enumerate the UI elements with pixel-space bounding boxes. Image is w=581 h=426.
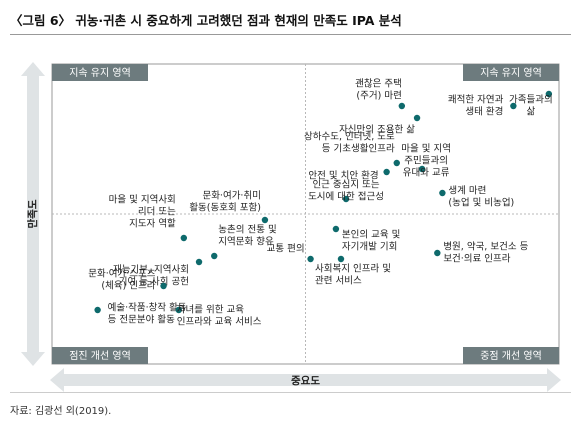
data-point <box>337 255 345 263</box>
data-point <box>510 102 517 110</box>
point-label: 농촌의 전통 및 <box>218 224 277 236</box>
point-label: 예술·작품·창작 활동 <box>108 302 187 314</box>
point-label: (체육) 인프라 <box>101 281 155 292</box>
point-label: 등 기초생활인프라 <box>322 143 395 155</box>
point-label: 인근 중심지 또는 <box>312 180 379 191</box>
point-label: 주민들과의 <box>404 156 448 167</box>
data-point <box>195 258 203 266</box>
x-axis-arrow <box>50 368 561 392</box>
point-label: 교통 편의 <box>267 243 305 255</box>
point-label: 생계 마련 <box>448 185 486 197</box>
point-label: 문화·여가·스포츠 <box>88 268 155 280</box>
point-label: 가족들과의 <box>509 95 553 106</box>
data-point <box>94 306 101 314</box>
data-point <box>393 159 400 167</box>
point-label: 인프라와 교육 서비스 <box>177 316 262 328</box>
point-label: 유대와 교류 <box>403 167 450 179</box>
point-label: 마을 및 지역 <box>401 143 451 155</box>
data-point <box>434 249 441 257</box>
quadrant-top-left-box <box>52 64 148 81</box>
y-axis-label: 만족도 <box>26 199 39 228</box>
data-point <box>545 90 553 98</box>
point-label: (주거) 마련 <box>356 91 401 102</box>
point-label: 쾌적한 자연과 <box>448 94 504 106</box>
data-point <box>413 114 421 122</box>
source-note: 자료: 김광선 외(2019). <box>10 406 112 417</box>
point-label: 상하수도, 인터넷, 도로 <box>304 131 395 143</box>
data-point <box>180 234 188 242</box>
point-label: 괜찮은 주택 <box>355 79 402 90</box>
data-point <box>332 225 340 233</box>
y-axis-arrow <box>21 62 45 366</box>
point-label: 사회복지 인프라 및 <box>315 263 391 275</box>
data-point <box>439 189 446 197</box>
data-point <box>307 255 314 263</box>
point-label: 활동(동호회 포함) <box>189 202 261 214</box>
x-axis-label: 중요도 <box>291 375 320 387</box>
point-label: 지도자 역할 <box>129 219 176 230</box>
point-label: 관련 서비스 <box>315 276 362 287</box>
quadrant-top-left-label: 지속 유지 영역 <box>69 67 131 79</box>
data-point <box>418 165 426 173</box>
point-label: 지역문화 향유 <box>218 236 274 248</box>
quadrant-top-right-label: 지속 유지 영역 <box>480 67 542 79</box>
point-label: 본인의 교육 및 <box>342 229 401 241</box>
point-label: 문화·여가·취미 <box>202 190 260 202</box>
point-label: 재능기부, 지역사회 <box>113 265 189 276</box>
quadrant-bottom-right-label: 중점 개선 영역 <box>480 350 542 362</box>
point-label: 보건·의료 인프라 <box>443 254 510 265</box>
quadrant-bottom-right-box <box>463 347 559 364</box>
data-point <box>261 216 269 224</box>
data-point <box>383 168 390 176</box>
quadrant-top-right-box <box>463 64 559 81</box>
point-label: 자녀를 위한 교육 <box>177 304 244 316</box>
quadrant-bottom-left-label: 점진 개선 영역 <box>69 350 131 362</box>
data-point <box>160 282 167 290</box>
data-point <box>211 252 218 260</box>
figure-title: 〈그림 6〉 귀농·귀촌 시 중요하게 고려했던 점과 현재의 만족도 IPA … <box>10 13 402 28</box>
data-point <box>175 306 182 314</box>
source-rule <box>10 392 571 393</box>
quadrant-bottom-left-box <box>52 347 148 364</box>
point-label: 등 전문분야 활동 <box>108 314 175 326</box>
point-label: 마을 및 지역사회 <box>109 194 176 206</box>
point-label: 병원, 약국, 보건소 등 <box>443 241 528 253</box>
point-label: 안전 및 치안 환경 <box>308 170 378 182</box>
data-point <box>398 102 406 110</box>
point-label: 자기개발 기회 <box>342 242 397 253</box>
point-label: 생태 환경 <box>465 106 503 118</box>
point-label: 기여 등 사회 공헌 <box>119 276 189 288</box>
data-point <box>342 195 350 203</box>
point-label: 삶 <box>526 107 535 118</box>
point-label: 도시에 대한 접근성 <box>308 191 384 203</box>
point-label: 리더 또는 <box>138 207 176 218</box>
point-label: 자신만의 조용한 삶 <box>339 125 415 136</box>
point-label: (농업 및 비농업) <box>448 197 514 209</box>
title-rule <box>10 34 571 35</box>
